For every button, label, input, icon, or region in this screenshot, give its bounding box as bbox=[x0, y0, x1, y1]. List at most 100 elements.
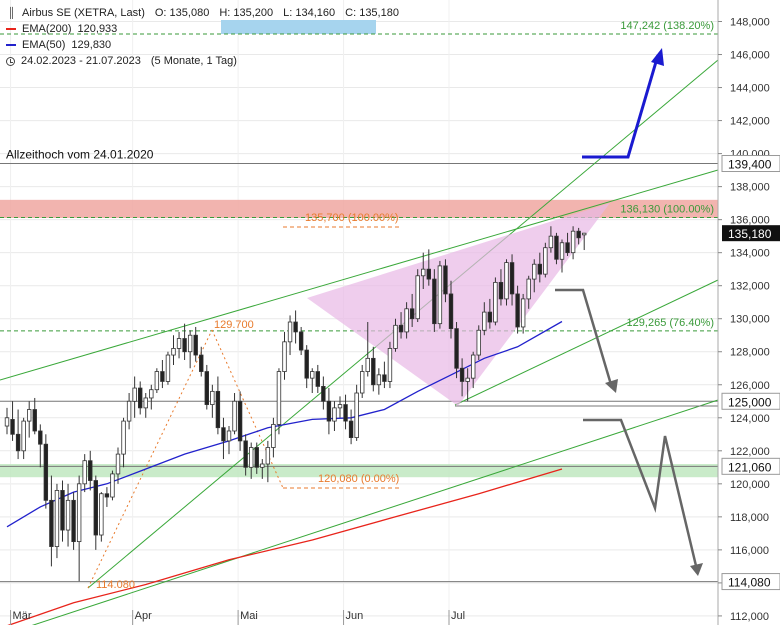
annotation-label: 114.080 bbox=[96, 579, 135, 591]
candle-body bbox=[476, 329, 481, 356]
candle-body bbox=[282, 341, 287, 372]
fib-level-label: 129,265 (76.40%) bbox=[627, 317, 714, 329]
candle-body bbox=[354, 392, 359, 438]
candle-body bbox=[520, 298, 526, 328]
clock-icon bbox=[6, 56, 15, 66]
candle-body bbox=[93, 480, 98, 536]
candle-body bbox=[54, 490, 60, 547]
candle-body bbox=[88, 460, 93, 481]
candle-body bbox=[115, 453, 121, 475]
candle-body bbox=[448, 293, 454, 330]
ohlc-close: C: 135,180 bbox=[345, 7, 399, 19]
candle-body bbox=[298, 331, 304, 351]
fib-swing-up bbox=[87, 329, 213, 589]
chart-annotations: Allzeithoch vom 24.01.2020 147,242 (138.2… bbox=[6, 20, 714, 591]
candle-body bbox=[160, 371, 165, 382]
candle-body bbox=[421, 268, 426, 277]
candle-body bbox=[248, 447, 254, 468]
candle-body bbox=[382, 374, 387, 382]
level-label-box bbox=[721, 457, 780, 475]
level-label-box bbox=[721, 573, 780, 591]
candle-body bbox=[204, 371, 209, 405]
candle-body bbox=[65, 499, 71, 531]
candle-body bbox=[459, 367, 465, 382]
y-tick-label: 148,000 bbox=[730, 17, 770, 29]
candle-body bbox=[193, 334, 198, 356]
y-tick-label: 128,000 bbox=[730, 347, 770, 359]
candle-body bbox=[176, 338, 182, 349]
candle-body bbox=[293, 321, 298, 333]
bearish-arrow-2-head bbox=[690, 563, 703, 576]
candle-body bbox=[437, 265, 443, 325]
candle-body bbox=[210, 390, 215, 405]
candle-body bbox=[60, 490, 65, 531]
candle-body bbox=[509, 262, 515, 295]
candle-body bbox=[559, 242, 565, 260]
level-label: 114,080 bbox=[728, 576, 771, 590]
ema200-label: EMA(200) bbox=[22, 23, 72, 35]
candle-body bbox=[398, 324, 404, 333]
candle-body bbox=[21, 420, 26, 452]
candle-body bbox=[498, 281, 504, 300]
candle-body bbox=[315, 371, 320, 387]
y-tick-label: 122,000 bbox=[730, 446, 770, 458]
ema50-swatch bbox=[6, 44, 16, 46]
candle-body bbox=[415, 275, 420, 320]
candle-body bbox=[326, 400, 332, 422]
y-tick-label: 126,000 bbox=[730, 380, 770, 392]
candle-body bbox=[371, 357, 376, 386]
candle-body bbox=[132, 387, 137, 402]
candle-body bbox=[465, 377, 470, 382]
candle-body bbox=[504, 262, 509, 300]
current-price-box bbox=[722, 225, 780, 242]
support-zone bbox=[0, 464, 718, 478]
y-tick-label: 142,000 bbox=[730, 116, 770, 128]
resistance-zone bbox=[0, 199, 718, 218]
candle-body bbox=[576, 230, 581, 239]
forecast-arrows bbox=[555, 48, 703, 576]
candle-body bbox=[76, 483, 82, 543]
lower-channel-line bbox=[31, 399, 719, 625]
price-axis: 112,000114,000116,000118,000120,000122,0… bbox=[717, 0, 780, 625]
candle-body bbox=[182, 338, 187, 353]
candle-body bbox=[365, 357, 370, 372]
ema200-value: 120,933 bbox=[77, 23, 118, 35]
ema200-swatch bbox=[6, 28, 16, 30]
candle-body bbox=[304, 349, 309, 379]
candle-body bbox=[409, 308, 415, 320]
level-label: 121,060 bbox=[728, 460, 772, 474]
candle-body bbox=[199, 354, 204, 372]
candle-body bbox=[526, 278, 531, 300]
candle-body bbox=[254, 447, 259, 468]
candle-body bbox=[82, 460, 87, 485]
ohlc-open: O: 135,080 bbox=[154, 7, 210, 19]
fib-level-label: 136,130 (100.00%) bbox=[620, 203, 714, 215]
y-tick-label: 118,000 bbox=[730, 512, 769, 524]
current-price-label: 135,180 bbox=[728, 227, 772, 241]
candle-body bbox=[126, 400, 132, 422]
fib-swing-down bbox=[211, 329, 284, 489]
annotation-label: 135,700 (100.00%) bbox=[305, 212, 399, 224]
trend-lines bbox=[0, 59, 719, 625]
y-tick-label: 124,000 bbox=[730, 413, 770, 425]
all-time-high-label: Allzeithoch vom 24.01.2020 bbox=[6, 148, 154, 162]
candle-body bbox=[332, 407, 337, 422]
y-tick-label: 146,000 bbox=[730, 50, 770, 62]
candle-body bbox=[287, 321, 293, 343]
candle-body bbox=[515, 293, 520, 328]
x-tick-label: Apr bbox=[135, 610, 152, 622]
candle-body bbox=[32, 409, 37, 432]
candle-body bbox=[99, 493, 104, 536]
upper-channel-line bbox=[0, 169, 719, 381]
wedge-fill bbox=[307, 203, 610, 406]
candle-body bbox=[348, 420, 354, 438]
bearish-arrow-2 bbox=[583, 418, 699, 571]
y-tick-label: 136,000 bbox=[730, 215, 770, 227]
x-tick-label: Jul bbox=[451, 610, 465, 622]
candlestick-series bbox=[4, 226, 587, 582]
candle-body bbox=[432, 278, 437, 325]
bearish-arrow-1-head bbox=[605, 379, 618, 393]
candle-body bbox=[565, 242, 570, 254]
candle-body bbox=[376, 374, 382, 386]
candle-body bbox=[393, 324, 398, 349]
